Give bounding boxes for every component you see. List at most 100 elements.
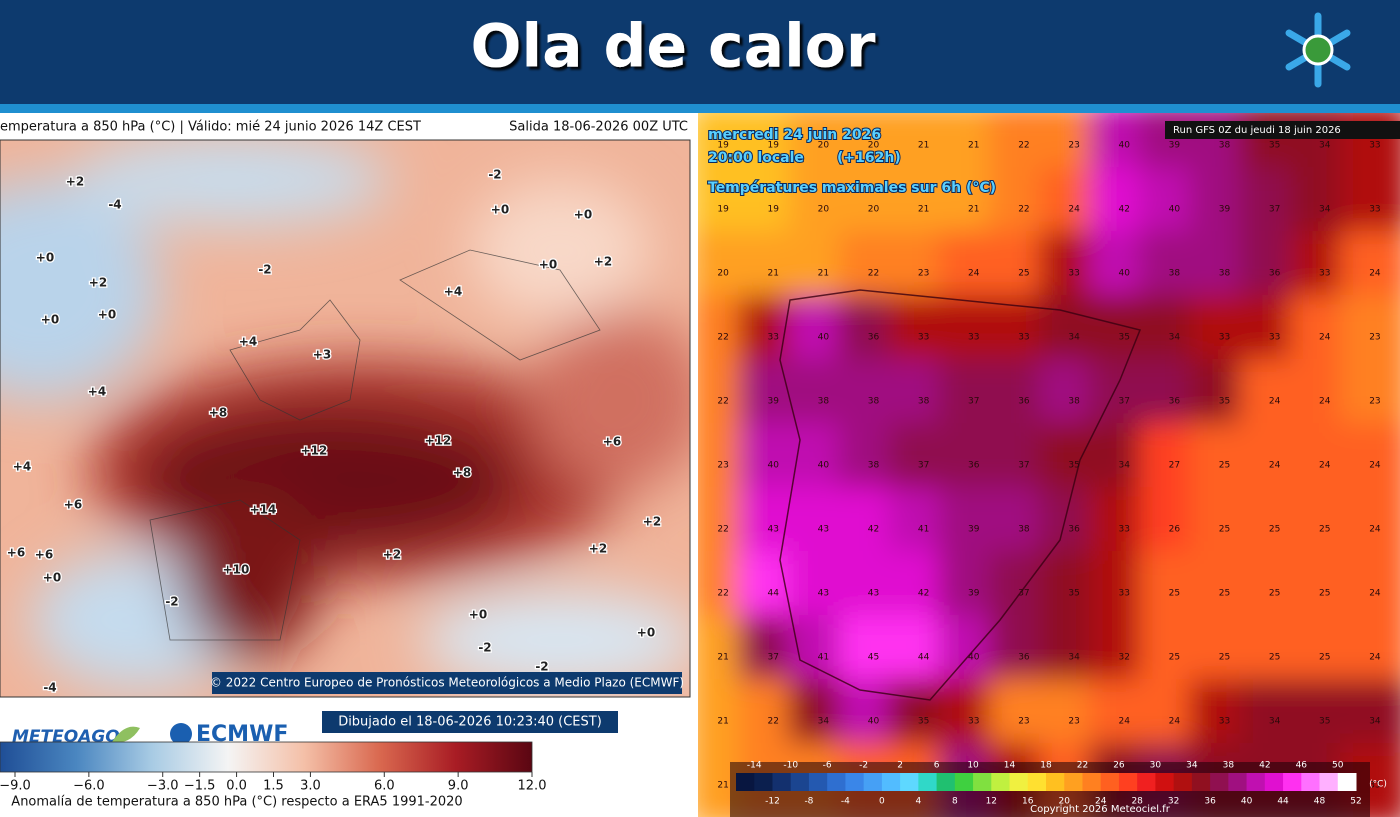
colorbar-swatch xyxy=(1027,773,1047,791)
temperature-value: 43 xyxy=(767,525,778,535)
colorbar-swatch xyxy=(808,773,828,791)
colorbar-tick-label: -10 xyxy=(783,761,798,771)
colorbar-tick-label: 14 xyxy=(1004,761,1016,771)
temperature-value: 38 xyxy=(1018,525,1030,535)
temperature-value: 19 xyxy=(717,141,729,151)
temperature-value: 21 xyxy=(968,205,979,215)
temperature-value: 34 xyxy=(1319,141,1331,151)
colorbar-tick-label: 6 xyxy=(934,761,940,771)
colorbar-tick-label: -8 xyxy=(804,797,813,807)
temperature-value: 33 xyxy=(1018,333,1029,343)
temperature-value: 35 xyxy=(1068,589,1079,599)
colorbar-swatch xyxy=(1009,773,1029,791)
colorbar-swatch xyxy=(1228,773,1248,791)
colorbar-swatch xyxy=(881,773,901,791)
contour-label: +12 xyxy=(425,434,452,448)
contour-label: +0 xyxy=(469,608,487,622)
temperature-value: 23 xyxy=(918,269,929,279)
right-colorbar: -14 -10 -6 -2 2 6 10 14 18 22 26 30 34 38 42 46 50-12 -8-… xyxy=(730,761,1387,817)
right-subtitle: Températures maximales sur 6h (°C) xyxy=(708,180,996,196)
colorbar-tick-label: -6 xyxy=(823,761,832,771)
copyright-box xyxy=(212,672,682,694)
right-run: Run GFS 0Z du jeudi 18 juin 2026 xyxy=(1173,125,1341,136)
contour-label: +8 xyxy=(453,466,471,480)
temperature-value: 25 xyxy=(1018,269,1029,279)
temperature-value: 36 xyxy=(1068,525,1080,535)
temperature-value: 25 xyxy=(1319,589,1330,599)
temperature-value: 24 xyxy=(1169,717,1181,727)
contour-label: +2 xyxy=(594,255,612,269)
right-copyright: Copyright 2026 Meteociel.fr xyxy=(1030,804,1171,815)
temperature-value: 38 xyxy=(868,461,880,471)
temperature-value: 37 xyxy=(767,653,778,663)
contour-label: +6 xyxy=(603,435,621,449)
contour-label: +4 xyxy=(239,335,257,349)
temperature-value: 35 xyxy=(918,717,929,727)
temperature-value: 43 xyxy=(818,589,829,599)
temperature-value: 25 xyxy=(1269,653,1280,663)
contour-label: -2 xyxy=(478,641,491,655)
colorbar-swatch xyxy=(936,773,956,791)
contour-label: +10 xyxy=(223,563,250,577)
temperature-value: 22 xyxy=(868,269,879,279)
temperature-value: 39 xyxy=(1169,141,1181,151)
temperature-value: 37 xyxy=(918,461,929,471)
temperature-value: 25 xyxy=(1319,653,1330,663)
ecmwf-mark xyxy=(170,723,192,745)
colorbar-swatch xyxy=(1155,773,1175,791)
temperature-value: 25 xyxy=(1219,525,1230,535)
temperature-value: 38 xyxy=(868,397,880,407)
temperature-value: 21 xyxy=(717,781,728,791)
drawn-label: Dibujado el 18-06-2026 10:23:40 (CEST) xyxy=(338,715,602,730)
temperature-value: 35 xyxy=(1118,333,1129,343)
colorbar-swatch xyxy=(1046,773,1065,791)
left-map-run: Salida 18-06-2026 00Z UTC xyxy=(509,120,688,135)
colorbar-tick-label: 0.0 xyxy=(226,779,247,794)
temperature-value: 27 xyxy=(1169,461,1180,471)
temperature-value: 21 xyxy=(767,269,778,279)
temperature-value: 23 xyxy=(1369,397,1380,407)
colorbar-tick-label: 28 xyxy=(1131,797,1143,807)
colorbar-tick-label: −6.0 xyxy=(73,779,105,794)
colorbar-swatch xyxy=(1283,773,1302,791)
temperature-value: 21 xyxy=(918,141,929,151)
contour-label: -4 xyxy=(43,681,56,695)
temperature-value: 40 xyxy=(818,461,830,471)
temperature-value: 21 xyxy=(918,205,929,215)
colorbar-tick-label: −1.5 xyxy=(184,779,216,794)
contour-label: +6 xyxy=(64,498,82,512)
colorbar-tick-label: 34 xyxy=(1186,761,1198,771)
colorbar-tick-label: 12 xyxy=(986,797,997,807)
left-colorbar-caption: Anomalía de temperatura a 850 hPa (°C) r… xyxy=(11,795,462,810)
left-map-title: emperatura a 850 hPa (°C) | Válido: mié … xyxy=(0,120,421,135)
colorbar-swatch xyxy=(1264,773,1284,791)
temperature-value: 24 xyxy=(1369,269,1381,279)
colorbar-tick-label: 9.0 xyxy=(448,779,469,794)
temperature-value: 34 xyxy=(818,717,830,727)
colorbar-tick-label: 16 xyxy=(1022,797,1034,807)
temperature-value: 36 xyxy=(1269,269,1281,279)
temperature-value: 25 xyxy=(1319,525,1330,535)
temperature-value: 40 xyxy=(968,653,980,663)
temperature-value: 38 xyxy=(1219,269,1231,279)
temperature-value: 34 xyxy=(1269,717,1281,727)
colorbar-tick-label: 1.5 xyxy=(263,779,284,794)
temperature-value: 22 xyxy=(767,717,778,727)
temperature-value: 33 xyxy=(918,333,929,343)
contour-label: +8 xyxy=(209,406,227,420)
colorbar-tick-label: 24 xyxy=(1095,797,1107,807)
contour-label: +2 xyxy=(89,276,107,290)
contour-label: +0 xyxy=(98,308,116,322)
contour-label: -2 xyxy=(535,660,548,674)
temperature-value: 35 xyxy=(1269,141,1280,151)
colorbar-swatch xyxy=(1137,773,1156,791)
temperature-value: 24 xyxy=(1369,461,1381,471)
contour-label: +4 xyxy=(13,460,31,474)
temperature-value: 24 xyxy=(1319,333,1331,343)
colorbar-tick-label: 44 xyxy=(1277,797,1289,807)
colorbar-tick-label: 22 xyxy=(1077,761,1088,771)
temperature-value: 39 xyxy=(968,525,980,535)
colorbar-tick-label: −9.0 xyxy=(0,779,31,794)
temperature-value: 36 xyxy=(1169,397,1181,407)
